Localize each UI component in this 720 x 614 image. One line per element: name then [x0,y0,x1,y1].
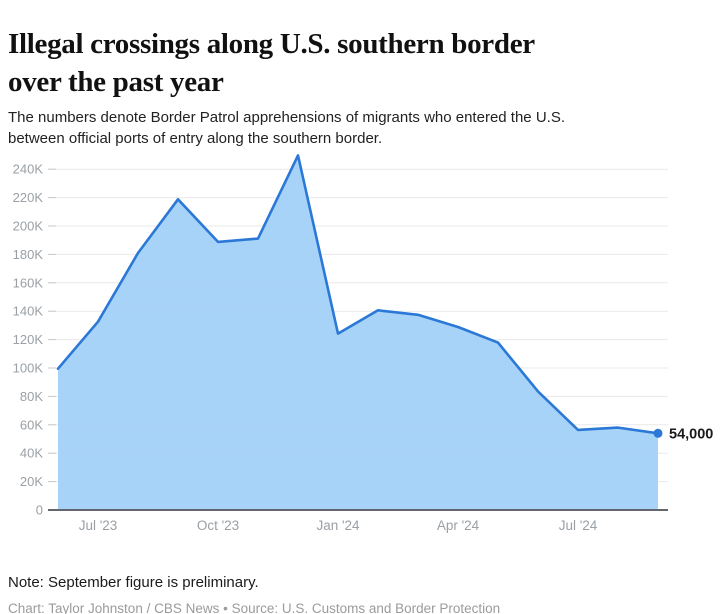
y-tick-label: 120K [13,332,44,347]
x-tick-label: Jan '24 [316,518,360,533]
x-tick-label: Jul '24 [559,518,598,533]
x-tick-label: Oct '23 [197,518,239,533]
chart-subtitle-line1: The numbers denote Border Patrol apprehe… [8,109,565,126]
y-tick-label: 40K [20,446,43,461]
y-tick-label: 160K [13,275,44,290]
chart-credit: Chart: Taylor Johnston / CBS News • Sour… [8,600,501,614]
y-tick-label: 180K [13,247,44,262]
x-tick-label: Apr '24 [437,518,480,533]
y-tick-label: 60K [20,417,43,432]
y-tick-label: 100K [13,361,44,376]
y-tick-label: 20K [20,474,43,489]
chart-subtitle: The numbers denote Border Patrol apprehe… [8,107,708,149]
area-line-chart: 0 20K 40K 60K 80K 100K 120K 140K 160K 180K 200K 220… [13,154,713,533]
page-title-line1: Illegal crossings along U.S. southern bo… [8,28,535,61]
y-tick-label: 0 [36,503,43,518]
end-point-marker [653,428,663,438]
area-fill [58,155,658,510]
y-tick-label: 80K [20,389,43,404]
page-title-line2: over the past year [8,66,224,99]
chart-subtitle-line2: between official ports of entry along th… [8,130,383,147]
y-tick-label: 200K [13,219,44,234]
chart-note: Note: September figure is preliminary. [8,574,259,591]
series-line [56,154,660,435]
end-value-label: 54,000 [669,426,713,442]
page-title: Illegal crossings along U.S. southern bo… [8,25,708,101]
x-tick-label: Jul '23 [79,518,118,533]
y-tick-label: 240K [13,162,44,177]
y-tick-label: 220K [13,190,44,205]
y-tick-label: 140K [13,304,44,319]
